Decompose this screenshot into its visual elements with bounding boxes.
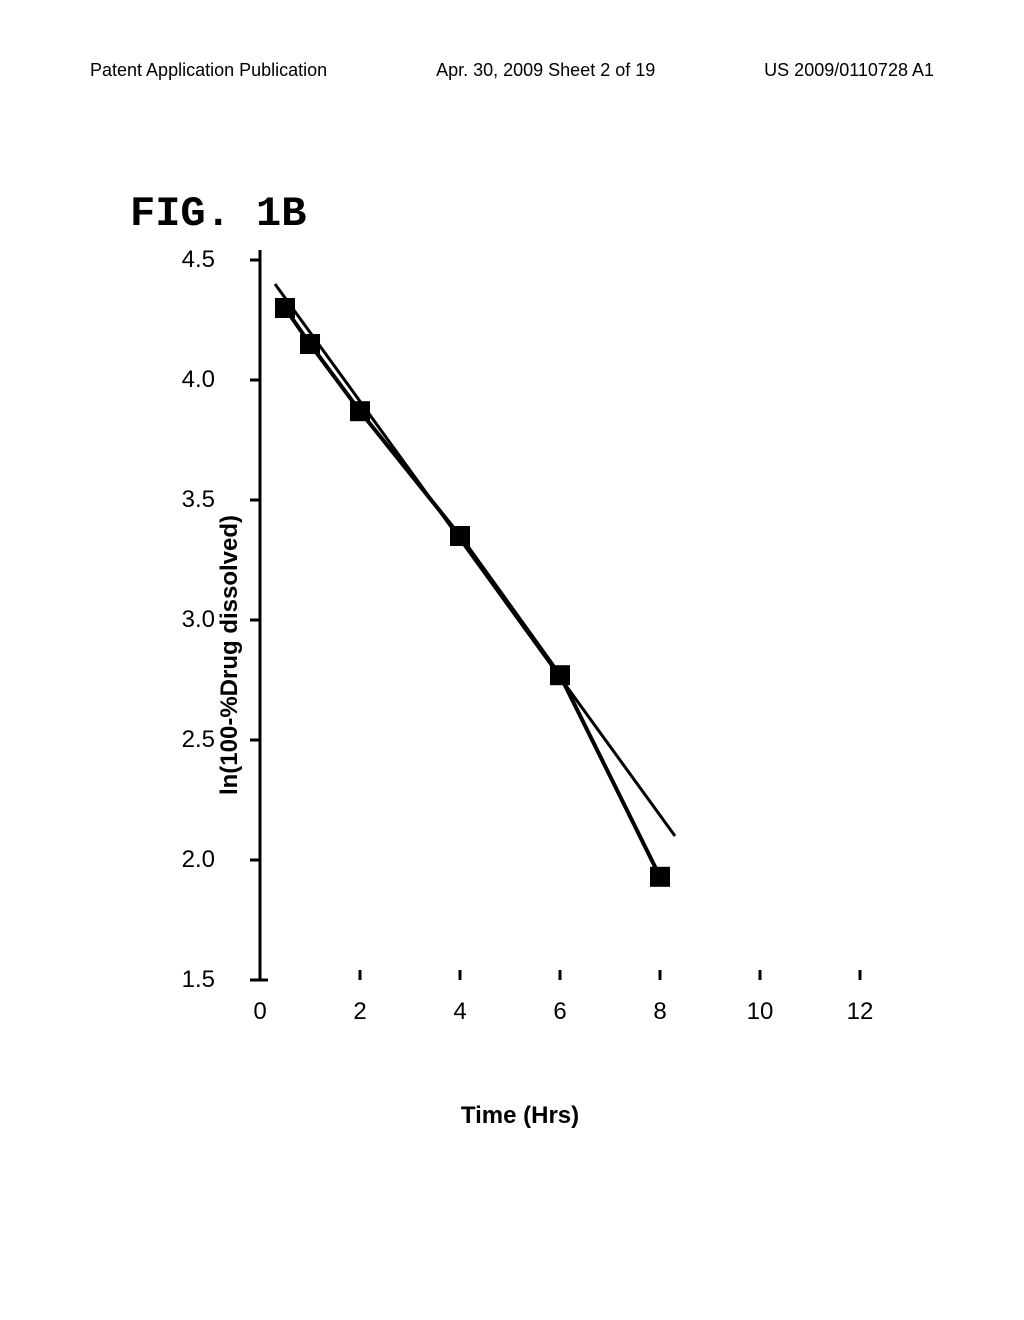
x-tick-label: 6 xyxy=(553,998,566,1026)
x-axis-label: Time (Hrs) xyxy=(461,1102,579,1130)
y-tick-label: 3.5 xyxy=(182,486,215,514)
header-publication: Patent Application Publication xyxy=(90,60,327,81)
x-tick-label: 4 xyxy=(453,998,466,1026)
figure-title: FIG. 1B xyxy=(130,190,306,238)
x-tick-label: 10 xyxy=(747,998,774,1026)
x-tick-label: 8 xyxy=(653,998,666,1026)
y-tick-label: 2.0 xyxy=(182,846,215,874)
chart-svg xyxy=(260,260,860,980)
x-tick-label: 12 xyxy=(847,998,874,1026)
x-tick-label: 0 xyxy=(253,998,266,1026)
y-tick-label: 4.0 xyxy=(182,366,215,394)
page-header: Patent Application Publication Apr. 30, … xyxy=(0,60,1024,81)
header-patent-number: US 2009/0110728 A1 xyxy=(764,60,934,81)
y-tick-label: 2.5 xyxy=(182,726,215,754)
plot-area: 1.52.02.53.03.54.04.5024681012 xyxy=(260,260,860,980)
y-axis-label: ln(100-%Drug dissolved) xyxy=(216,515,244,795)
y-tick-label: 3.0 xyxy=(182,606,215,634)
y-tick-label: 4.5 xyxy=(182,246,215,274)
header-date-sheet: Apr. 30, 2009 Sheet 2 of 19 xyxy=(436,60,655,81)
y-tick-label: 1.5 xyxy=(182,966,215,994)
x-tick-label: 2 xyxy=(353,998,366,1026)
dissolution-chart: ln(100-%Drug dissolved) 1.52.02.53.03.54… xyxy=(140,250,900,1060)
